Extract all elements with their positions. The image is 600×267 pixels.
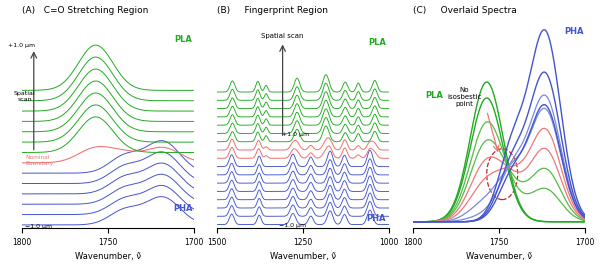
Text: Nominal
Boundary: Nominal Boundary [25, 155, 53, 166]
Text: Spatial
scan: Spatial scan [14, 91, 35, 102]
X-axis label: Wavenumber, ν̃: Wavenumber, ν̃ [466, 252, 532, 261]
Text: −1.0 μm: −1.0 μm [279, 223, 306, 229]
Text: (A)   C=O Stretching Region: (A) C=O Stretching Region [22, 6, 148, 15]
Text: PHA: PHA [366, 214, 386, 223]
X-axis label: Wavenumber, ν̃: Wavenumber, ν̃ [75, 252, 141, 261]
Text: PLA: PLA [368, 38, 386, 47]
Text: No
isosbestic
point: No isosbestic point [447, 88, 482, 107]
X-axis label: Wavenumber, ν̃: Wavenumber, ν̃ [270, 252, 336, 261]
Text: Spatial scan: Spatial scan [262, 33, 304, 39]
Text: (C)     Overlaid Spectra: (C) Overlaid Spectra [413, 6, 517, 15]
Text: PLA: PLA [425, 91, 443, 100]
Text: PHA: PHA [565, 28, 584, 36]
Text: +1.0 μm: +1.0 μm [281, 132, 309, 137]
Text: PLA: PLA [175, 35, 193, 44]
Text: PHA: PHA [173, 204, 193, 213]
Text: +1.0 μm: +1.0 μm [8, 43, 35, 48]
Text: (B)     Fingerprint Region: (B) Fingerprint Region [217, 6, 328, 15]
Text: −1.0 μm: −1.0 μm [25, 223, 52, 229]
